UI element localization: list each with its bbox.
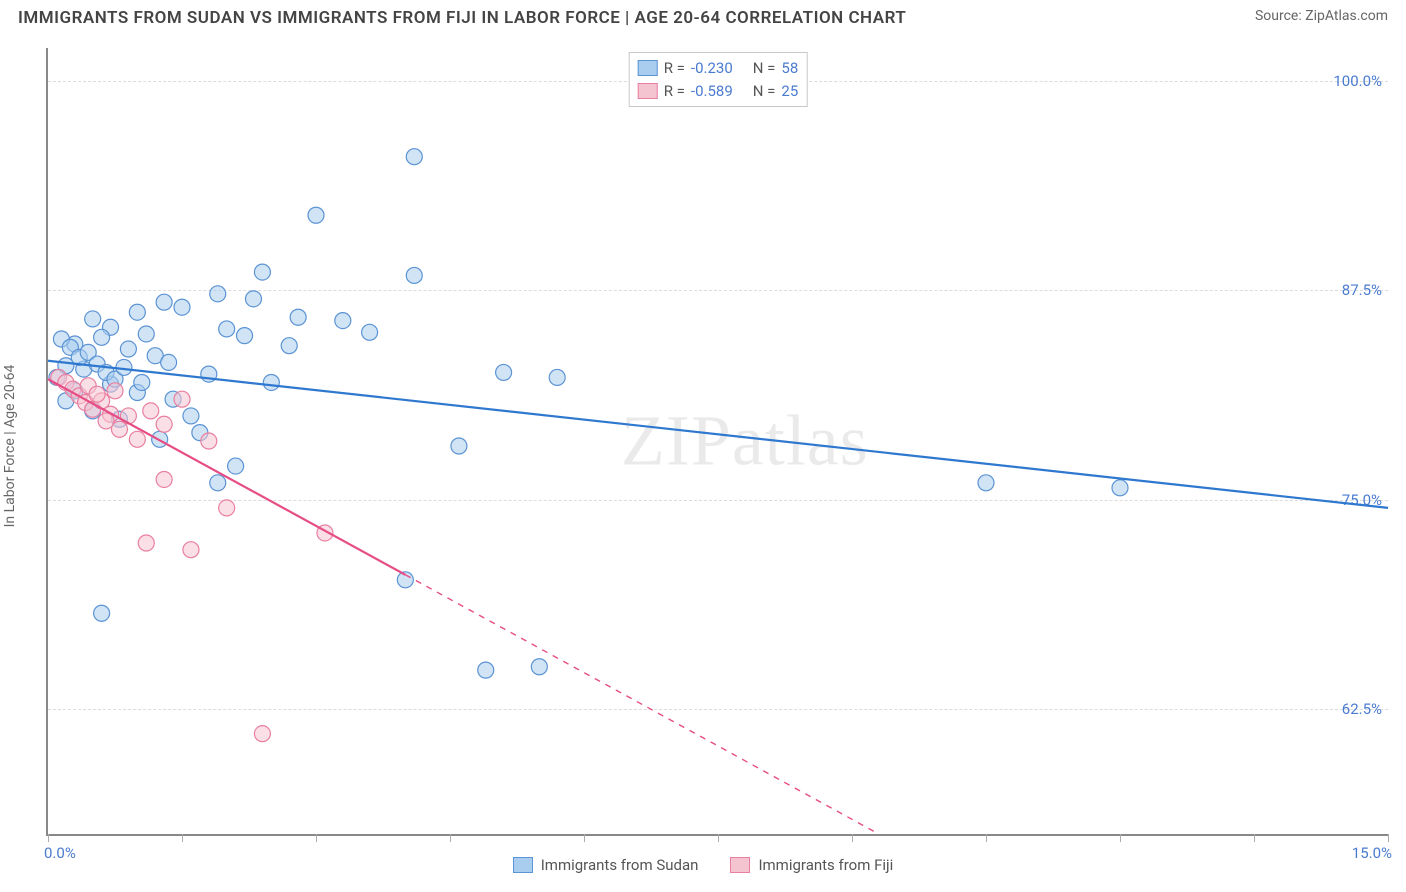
correlation-row-sudan: R = -0.230 N = 58 <box>638 57 799 80</box>
n-value-sudan: 58 <box>781 57 798 80</box>
data-point <box>210 286 226 302</box>
data-point <box>183 542 199 558</box>
data-point <box>156 416 172 432</box>
source-value: ZipAtlas.com <box>1305 8 1388 24</box>
data-point <box>978 475 994 491</box>
r-value-fiji: -0.589 <box>691 80 733 103</box>
data-point <box>174 391 190 407</box>
data-point <box>290 309 306 325</box>
swatch-sudan <box>513 857 533 873</box>
plot-area: 62.5%75.0%87.5%100.0% ZIPatlas R = -0.23… <box>46 48 1388 836</box>
data-point <box>478 662 494 678</box>
data-point <box>219 500 235 516</box>
data-point <box>254 726 270 742</box>
chart-title: IMMIGRANTS FROM SUDAN VS IMMIGRANTS FROM… <box>18 8 906 28</box>
data-point <box>335 313 351 329</box>
x-tick-mark <box>1120 834 1121 842</box>
data-point <box>263 374 279 390</box>
swatch-fiji <box>638 83 658 99</box>
data-point <box>531 659 547 675</box>
x-tick-mark <box>316 834 317 842</box>
data-point <box>1112 480 1128 496</box>
swatch-fiji <box>730 857 750 873</box>
x-tick-mark <box>1254 834 1255 842</box>
data-point <box>134 374 150 390</box>
data-point <box>549 369 565 385</box>
legend-item-fiji: Immigrants from Fiji <box>730 856 893 874</box>
data-point <box>219 321 235 337</box>
data-point <box>308 207 324 223</box>
data-point <box>156 471 172 487</box>
data-point <box>281 338 297 354</box>
data-point <box>254 264 270 280</box>
n-label: N = <box>753 80 776 103</box>
data-point <box>107 383 123 399</box>
data-point <box>85 311 101 327</box>
scatter-svg <box>48 48 1388 834</box>
y-axis-label: In Labor Force | Age 20-64 <box>2 365 18 528</box>
x-tick-mark <box>1388 834 1389 842</box>
r-label: R = <box>664 80 685 103</box>
data-point <box>94 329 110 345</box>
source-attribution: Source: ZipAtlas.com <box>1255 8 1388 24</box>
header: IMMIGRANTS FROM SUDAN VS IMMIGRANTS FROM… <box>0 0 1406 34</box>
x-tick-mark <box>584 834 585 842</box>
data-point <box>156 294 172 310</box>
data-point <box>210 475 226 491</box>
correlation-row-fiji: R = -0.589 N = 25 <box>638 80 799 103</box>
x-tick-mark <box>852 834 853 842</box>
n-value-fiji: 25 <box>781 80 798 103</box>
data-point <box>138 535 154 551</box>
data-point <box>201 433 217 449</box>
x-tick-mark <box>450 834 451 842</box>
source-label: Source: <box>1255 8 1305 24</box>
data-point <box>89 386 105 402</box>
data-point <box>143 403 159 419</box>
legend-label-fiji: Immigrants from Fiji <box>758 856 893 874</box>
data-point <box>451 438 467 454</box>
correlation-legend: R = -0.230 N = 58 R = -0.589 N = 25 <box>629 52 808 107</box>
data-point <box>161 354 177 370</box>
data-point <box>245 291 261 307</box>
n-label: N = <box>753 57 776 80</box>
trend-line <box>48 361 1388 508</box>
data-point <box>237 328 253 344</box>
data-point <box>406 149 422 165</box>
data-point <box>138 326 154 342</box>
legend-item-sudan: Immigrants from Sudan <box>513 856 699 874</box>
data-point <box>228 458 244 474</box>
r-label: R = <box>664 57 685 80</box>
data-point <box>129 431 145 447</box>
data-point <box>183 408 199 424</box>
data-point <box>94 605 110 621</box>
data-point <box>120 341 136 357</box>
data-point <box>362 324 378 340</box>
data-point <box>406 267 422 283</box>
trend-line <box>48 379 405 575</box>
trend-line-dashed <box>405 575 878 834</box>
legend-label-sudan: Immigrants from Sudan <box>541 856 699 874</box>
data-point <box>129 304 145 320</box>
series-legend: Immigrants from Sudan Immigrants from Fi… <box>0 856 1406 874</box>
data-point <box>174 299 190 315</box>
data-point <box>496 364 512 380</box>
x-tick-mark <box>986 834 987 842</box>
data-point <box>120 408 136 424</box>
chart-container: IMMIGRANTS FROM SUDAN VS IMMIGRANTS FROM… <box>0 0 1406 892</box>
x-tick-mark <box>182 834 183 842</box>
x-tick-mark <box>718 834 719 842</box>
x-tick-mark <box>48 834 49 842</box>
swatch-sudan <box>638 60 658 76</box>
r-value-sudan: -0.230 <box>691 57 733 80</box>
